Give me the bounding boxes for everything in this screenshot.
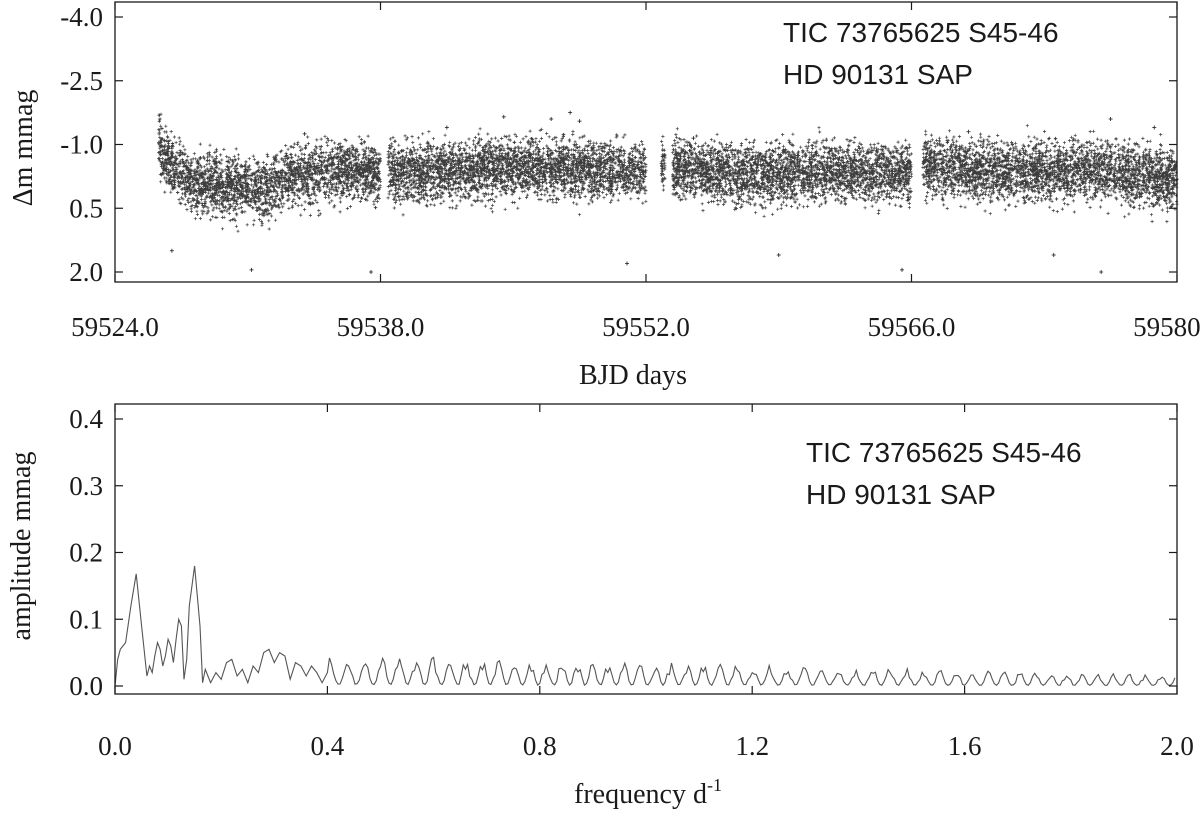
spectrum-x-tick-label: 0.0 <box>98 731 132 761</box>
spectrum-x-axis-label-superscript: -1 <box>707 775 722 795</box>
spectrum-x-tick-label: 1.6 <box>948 731 982 761</box>
spectrum-annotation-line1: TIC 73765625 S45-46 <box>806 437 1082 468</box>
spectrum-plot-frame <box>114 403 1178 695</box>
lightcurve-y-axis-label: Δm mmag <box>8 90 39 207</box>
lightcurve-y-tick-label: -2.5 <box>60 66 103 96</box>
lightcurve-y-tick-label: 2.0 <box>69 257 103 287</box>
lightcurve-segment-4 <box>671 126 913 218</box>
spectrum-line <box>114 565 1176 687</box>
lightcurve-y-tick-label: -1.0 <box>60 130 103 160</box>
lightcurve-annotation-line1: TIC 73765625 S45-46 <box>783 17 1059 48</box>
spectrum-x-tick-label: 0.8 <box>523 731 557 761</box>
lightcurve-panel: 59524.0 59538.0 59552.0 59566.0 59580.0 -4.0 -… <box>8 1 1200 391</box>
lightcurve-points <box>157 110 1179 274</box>
lightcurve-x-tick-label: 59580.0 <box>1133 312 1200 342</box>
spectrum-y-tick-label: 0.4 <box>69 404 103 434</box>
lightcurve-annotation-line2: HD 90131 SAP <box>783 59 973 90</box>
lightcurve-segment-2 <box>386 127 648 217</box>
spectrum-y-tick-label: 0.1 <box>69 604 103 634</box>
spectrum-annotation-line2: HD 90131 SAP <box>806 479 996 510</box>
spectrum-y-tick-label: 0.0 <box>69 671 103 701</box>
spectrum-y-tick-label: 0.2 <box>69 538 103 568</box>
lightcurve-x-tick-label: 59566.0 <box>868 312 956 342</box>
lightcurve-y-tick-label: -4.0 <box>60 2 103 32</box>
lightcurve-segment-5 <box>921 124 1179 224</box>
spectrum-x-tick-label: 1.2 <box>735 731 769 761</box>
lightcurve-x-tick-label: 59552.0 <box>602 312 690 342</box>
spectrum-x-axis-label: frequency d-1 <box>574 775 722 810</box>
spectrum-x-tick-label: 2.0 <box>1160 731 1194 761</box>
lightcurve-x-axis-label: BJD days <box>579 360 687 391</box>
lightcurve-x-tick-label: 59524.0 <box>71 312 159 342</box>
spectrum-y-tick-label: 0.3 <box>69 471 103 501</box>
spectrum-y-axis-label: amplitude mmag <box>6 452 37 641</box>
spectrum-x-tick-label: 0.4 <box>311 731 345 761</box>
spectrum-panel: 0.0 0.4 0.8 1.2 1.6 2.0 0.0 0.1 0.2 0.3 0.4 TIC 73… <box>6 403 1194 810</box>
lightcurve-outliers <box>169 110 1157 274</box>
lightcurve-x-tick-label: 59538.0 <box>337 312 425 342</box>
lightcurve-segment-3 <box>659 134 667 192</box>
lightcurve-axes: 59524.0 59538.0 59552.0 59566.0 59580.0 -4.0 -… <box>60 2 1200 342</box>
spectrum-x-axis-label-text: frequency d <box>574 779 707 810</box>
lightcurve-segment-1 <box>157 112 382 233</box>
spectrum-axes: 0.0 0.4 0.8 1.2 1.6 2.0 0.0 0.1 0.2 0.3 0.4 <box>69 404 1194 761</box>
lightcurve-y-tick-label: 0.5 <box>69 193 103 223</box>
